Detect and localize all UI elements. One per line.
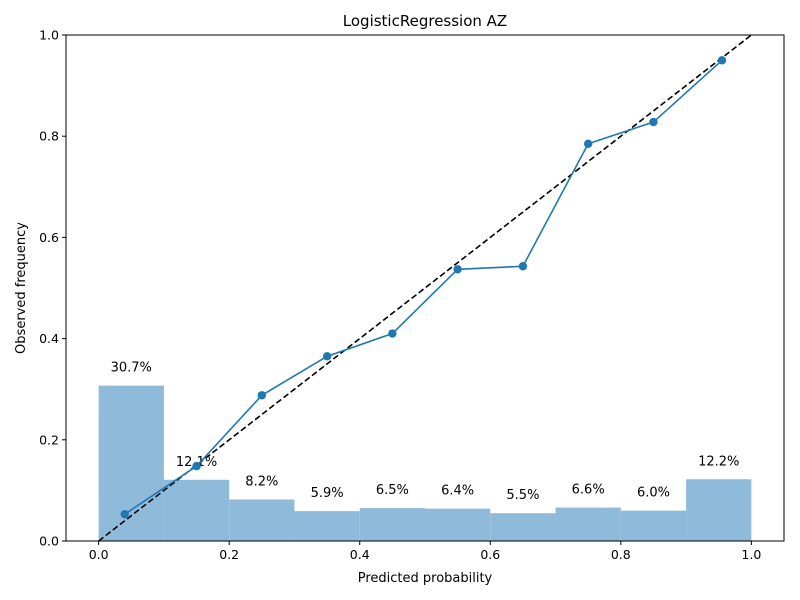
histogram-bar-label: 6.0% — [637, 486, 670, 501]
reference-diagonal — [98, 34, 752, 542]
histogram-bar — [98, 385, 164, 541]
histogram-bar — [294, 511, 360, 541]
calibration-point — [257, 391, 267, 400]
histogram-bar — [425, 508, 491, 541]
y-tick-label: 1.0 — [39, 28, 59, 43]
histogram-bar-label: 5.9% — [311, 486, 344, 501]
x-tick-label: 0.6 — [480, 547, 500, 562]
x-axis-ticks: 0.0 0.2 0.4 0.6 0.8 1.0 — [89, 541, 761, 562]
x-tick-label: 0.8 — [611, 547, 631, 562]
histogram-bar-label: 30.7% — [111, 361, 152, 376]
y-tick-label: 0.0 — [39, 534, 59, 549]
histogram-bar-label: 12.2% — [698, 454, 739, 469]
y-axis-label: Observed frequency — [14, 222, 29, 354]
x-tick-label: 0.4 — [350, 547, 370, 562]
histogram-bar-label: 6.5% — [376, 483, 409, 498]
histogram-bar — [163, 479, 230, 541]
calibration-point — [192, 461, 201, 471]
calibration-point — [649, 117, 658, 127]
calibration-point — [388, 329, 397, 338]
histogram-bars — [98, 385, 752, 541]
chart-title: LogisticRegression AZ — [343, 12, 507, 30]
y-tick-label: 0.4 — [39, 331, 59, 346]
histogram-bar-label: 6.4% — [441, 484, 474, 499]
x-tick-label: 0.0 — [89, 547, 109, 562]
x-tick-label: 1.0 — [741, 547, 761, 562]
reference-diagonal-line — [98, 34, 752, 542]
histogram-bar — [490, 513, 556, 541]
calibration-point — [322, 352, 332, 361]
x-axis-label: Predicted probability — [358, 571, 493, 586]
histogram-bar-labels: 30.7%12.1%8.2%5.9%6.5%6.4%5.5%6.6%6.0%12… — [111, 361, 740, 504]
calibration-point — [518, 262, 528, 271]
calibration-point — [583, 139, 593, 148]
histogram-bar — [620, 510, 687, 541]
calibration-point — [717, 56, 727, 65]
calibration-point — [120, 509, 129, 519]
plot-frame — [65, 34, 785, 542]
calibration-point — [453, 265, 462, 274]
histogram-bar-label: 5.5% — [506, 488, 539, 503]
y-tick-label: 0.8 — [39, 129, 59, 144]
histogram-bar — [359, 508, 425, 541]
x-tick-label: 0.2 — [219, 547, 239, 562]
y-axis-ticks: 0.0 0.2 0.4 0.6 0.8 1.0 — [39, 28, 66, 549]
y-tick-label: 0.2 — [39, 432, 59, 447]
calibration-curve — [120, 56, 727, 519]
calibration-curve-line — [124, 59, 723, 515]
y-tick-label: 0.6 — [39, 230, 59, 245]
histogram-bar — [686, 479, 752, 541]
histogram-bar-label: 6.6% — [572, 483, 605, 498]
histogram-bar-label: 8.2% — [245, 475, 278, 490]
histogram-bar — [229, 499, 295, 541]
histogram-bar — [555, 507, 621, 541]
